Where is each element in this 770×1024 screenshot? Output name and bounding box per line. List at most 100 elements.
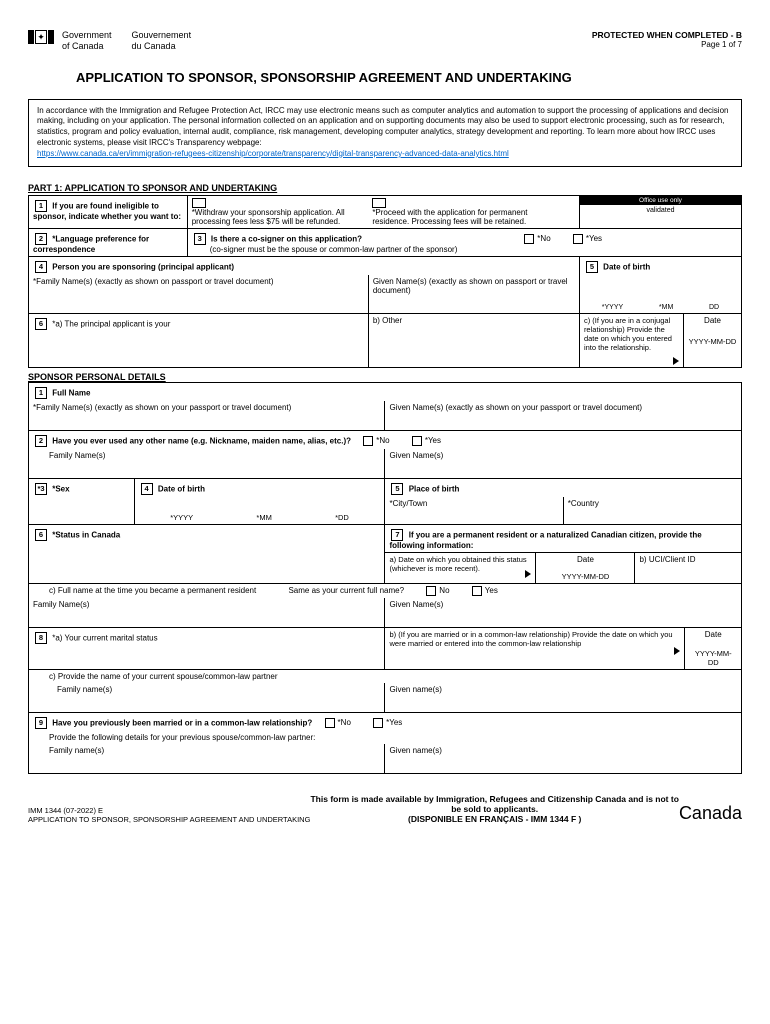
form-code: IMM 1344 (07-2022) E <box>28 806 310 815</box>
s1-number: 1 <box>35 387 47 399</box>
q4-given-label: Given Name(s) (exactly as shown on passp… <box>373 277 568 295</box>
prevmarried-yes: *Yes <box>386 718 402 727</box>
s5-city: *City/Town <box>389 499 427 508</box>
s7-date: Date <box>577 555 594 564</box>
office-use-label: Office use only <box>580 196 741 205</box>
page-number: Page 1 of 7 <box>701 40 742 49</box>
s8b-label: b) (If you are married or in a common-la… <box>389 630 672 648</box>
s3-label: *Sex <box>52 484 69 493</box>
othername-no-checkbox[interactable] <box>363 436 373 446</box>
arrow-icon <box>525 570 531 578</box>
q2-label: *Language preference for correspondence <box>33 234 149 254</box>
gov-name-en: Governmentof Canada <box>62 30 112 52</box>
s7a-label: a) Date on which you obtained this statu… <box>389 555 526 573</box>
s5-country: *Country <box>568 499 599 508</box>
q6a-label: *a) The principal applicant is your <box>52 319 170 328</box>
q5-label: Date of birth <box>603 262 650 271</box>
q6c-label: c) (If you are in a conjugal relationshi… <box>584 316 672 352</box>
s7-fmt: YYYY-MM-DD <box>538 572 632 581</box>
withdraw-checkbox[interactable] <box>192 198 206 208</box>
s8-number: 8 <box>35 632 47 644</box>
sponsor-heading: SPONSOR PERSONAL DETAILS <box>28 372 742 382</box>
s1-label: Full Name <box>52 388 90 397</box>
s5-number: 5 <box>391 483 403 495</box>
q3-sub: (co-signer must be the spouse or common-… <box>210 245 458 254</box>
part1-heading: PART 1: APPLICATION TO SPONSOR AND UNDER… <box>28 183 742 193</box>
q2-number: 2 <box>35 233 47 245</box>
othername-yes-checkbox[interactable] <box>412 436 422 446</box>
s9-sub: Provide the following details for your p… <box>49 733 315 742</box>
arrow-icon <box>674 647 680 655</box>
s5-label: Place of birth <box>409 484 460 493</box>
s7-number: 7 <box>391 529 403 541</box>
s7c-label: c) Full name at the time you became a pe… <box>49 586 256 595</box>
page-header: ✦ Governmentof Canada Gouvernementdu Can… <box>28 30 742 52</box>
dob-mm: *MM <box>659 304 673 311</box>
s-dd: *DD <box>335 513 349 522</box>
proceed-label: *Proceed with the application for perman… <box>372 208 562 226</box>
s8c-given: Given name(s) <box>389 685 441 694</box>
q1-number: 1 <box>35 200 47 212</box>
samefullname-yes-checkbox[interactable] <box>472 586 482 596</box>
privacy-notice: In accordance with the Immigration and R… <box>28 99 742 167</box>
s7c-family: Family Name(s) <box>33 600 89 609</box>
prevmarried-no: *No <box>338 718 351 727</box>
q5-number: 5 <box>586 261 598 273</box>
cosigner-yes-checkbox[interactable] <box>573 234 583 244</box>
footer-line2: (DISPONIBLE EN FRANÇAIS - IMM 1344 F ) <box>310 814 679 824</box>
s4-number: 4 <box>141 483 153 495</box>
sponsor-table: 1 Full Name *Family Name(s) (exactly as … <box>28 382 742 774</box>
form-title: APPLICATION TO SPONSOR, SPONSORSHIP AGRE… <box>76 70 742 85</box>
s7b-label: b) UCI/Client ID <box>639 555 695 564</box>
q6-date-fmt: YYYY-MM-DD <box>686 337 739 346</box>
samefullname-no: No <box>439 586 449 595</box>
s8-fmt: YYYY-MM-DD <box>689 649 737 667</box>
s7-label: If you are a permanent resident or a nat… <box>389 530 701 550</box>
page-footer: IMM 1344 (07-2022) E APPLICATION TO SPON… <box>28 794 742 824</box>
samefullname-yes: Yes <box>485 586 498 595</box>
dob-dd: DD <box>709 304 719 311</box>
s7c-same: Same as your current full name? <box>288 586 404 595</box>
footer-left: IMM 1344 (07-2022) E APPLICATION TO SPON… <box>28 806 310 824</box>
q4-number: 4 <box>35 261 47 273</box>
s2-number: 2 <box>35 435 47 447</box>
canada-wordmark: Canada <box>679 803 742 824</box>
s-mm: *MM <box>256 513 271 522</box>
s2-label: Have you ever used any other name (e.g. … <box>52 436 351 445</box>
q4-family-label: *Family Name(s) (exactly as shown on pas… <box>33 277 274 286</box>
cosigner-no-checkbox[interactable] <box>524 234 534 244</box>
othername-yes: *Yes <box>425 436 441 445</box>
protection-marking: PROTECTED WHEN COMPLETED - B Page 1 of 7 <box>592 30 742 49</box>
s8c-family: Family name(s) <box>57 685 112 694</box>
proceed-checkbox[interactable] <box>372 198 386 208</box>
footer-title: APPLICATION TO SPONSOR, SPONSORSHIP AGRE… <box>28 815 310 824</box>
q4-label: Person you are sponsoring (principal app… <box>52 262 234 271</box>
s8a-label: *a) Your current marital status <box>52 633 157 642</box>
s2-family: Family Name(s) <box>49 451 105 460</box>
cosigner-yes: *Yes <box>586 234 602 243</box>
s1-given: Given Name(s) (exactly as shown on your … <box>389 403 642 412</box>
q6-date-label: Date <box>704 316 721 325</box>
samefullname-no-checkbox[interactable] <box>426 586 436 596</box>
q6b-label: b) Other <box>373 316 402 325</box>
s9-given: Given name(s) <box>389 746 441 755</box>
transparency-link[interactable]: https://www.canada.ca/en/immigration-ref… <box>37 149 509 158</box>
s6-number: 6 <box>35 529 47 541</box>
s4-label: Date of birth <box>158 484 205 493</box>
protected-label: PROTECTED WHEN COMPLETED - B <box>592 30 742 40</box>
s9-family: Family name(s) <box>49 746 104 755</box>
s7c-given: Given Name(s) <box>389 600 443 609</box>
othername-no: *No <box>376 436 389 445</box>
q1-label: If you are found ineligible to sponsor, … <box>33 201 181 221</box>
canada-flag-icon: ✦ <box>28 30 54 44</box>
dob-yyyy: *YYYY <box>602 304 623 311</box>
prevmarried-yes-checkbox[interactable] <box>373 718 383 728</box>
gov-name-fr: Gouvernementdu Canada <box>132 30 192 52</box>
part1-table: 1 If you are found ineligible to sponsor… <box>28 195 742 368</box>
prevmarried-no-checkbox[interactable] <box>325 718 335 728</box>
s3-number: *3 <box>35 483 47 495</box>
q3-label: Is there a co-signer on this application… <box>211 234 362 243</box>
s9-number: 9 <box>35 717 47 729</box>
arrow-icon <box>673 357 679 365</box>
validated-label: validated <box>580 205 741 216</box>
